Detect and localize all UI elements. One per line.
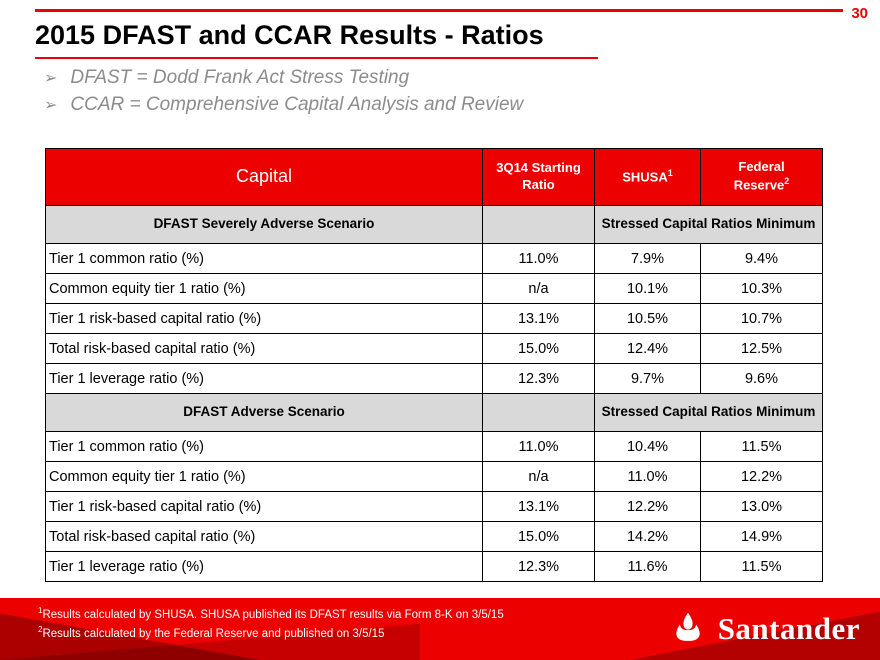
cell-shusa: 14.2% <box>594 521 701 552</box>
section-label: DFAST Adverse Scenario <box>45 393 483 432</box>
section-empty-cell <box>482 393 595 432</box>
cell-shusa: 7.9% <box>594 243 701 274</box>
table-row: Tier 1 common ratio (%) 11.0% 7.9% 9.4% <box>45 243 823 274</box>
bullet-text: CCAR = Comprehensive Capital Analysis an… <box>70 94 524 115</box>
cell-starting-ratio: n/a <box>482 273 595 304</box>
row-label: Tier 1 leverage ratio (%) <box>45 363 483 394</box>
footnote: 2Results calculated by the Federal Reser… <box>38 624 504 643</box>
table-row: Tier 1 risk-based capital ratio (%) 13.1… <box>45 303 823 334</box>
row-label: Tier 1 risk-based capital ratio (%) <box>45 491 483 522</box>
cell-shusa: 10.5% <box>594 303 701 334</box>
table-header-row: Capital 3Q14 Starting Ratio SHUSA1 Feder… <box>45 148 823 206</box>
table-row: Tier 1 leverage ratio (%) 12.3% 9.7% 9.6… <box>45 363 823 394</box>
bullet-list: ➢ DFAST = Dodd Frank Act Stress Testing … <box>44 67 523 121</box>
cell-shusa: 12.4% <box>594 333 701 364</box>
table-row: Common equity tier 1 ratio (%) n/a 11.0%… <box>45 461 823 492</box>
cell-starting-ratio: 11.0% <box>482 431 595 462</box>
col-header-capital: Capital <box>45 148 483 206</box>
cell-starting-ratio: 15.0% <box>482 333 595 364</box>
row-label: Common equity tier 1 ratio (%) <box>45 273 483 304</box>
row-label: Tier 1 leverage ratio (%) <box>45 551 483 582</box>
cell-federal-reserve: 14.9% <box>700 521 823 552</box>
ratios-table: Capital 3Q14 Starting Ratio SHUSA1 Feder… <box>45 148 823 582</box>
footnote-marker: 1 <box>38 606 43 615</box>
cell-starting-ratio: 15.0% <box>482 521 595 552</box>
col-header-label: Federal Reserve <box>733 159 785 193</box>
slide-title: 2015 DFAST and CCAR Results - Ratios <box>35 20 544 50</box>
row-label: Total risk-based capital ratio (%) <box>45 333 483 364</box>
footnote-text: Results calculated by SHUSA. SHUSA publi… <box>42 608 504 621</box>
top-rule <box>35 9 843 12</box>
col-header-label: 3Q14 Starting Ratio <box>496 160 581 192</box>
row-label: Tier 1 common ratio (%) <box>45 431 483 462</box>
cell-starting-ratio: 12.3% <box>482 363 595 394</box>
table-row: Tier 1 common ratio (%) 11.0% 10.4% 11.5… <box>45 431 823 462</box>
footnotes: 1Results calculated by SHUSA. SHUSA publ… <box>38 605 504 643</box>
table-row: Tier 1 risk-based capital ratio (%) 13.1… <box>45 491 823 522</box>
section-row: DFAST Adverse Scenario Stressed Capital … <box>45 393 823 432</box>
cell-federal-reserve: 10.7% <box>700 303 823 334</box>
table-row: Total risk-based capital ratio (%) 15.0%… <box>45 521 823 552</box>
page-number: 30 <box>851 5 868 22</box>
footnote-text: Results calculated by the Federal Reserv… <box>42 628 385 641</box>
footnote-marker: 2 <box>784 176 790 187</box>
arrow-bullet-icon: ➢ <box>44 70 58 87</box>
table-row: Total risk-based capital ratio (%) 15.0%… <box>45 333 823 364</box>
row-label: Common equity tier 1 ratio (%) <box>45 461 483 492</box>
bullet-item: ➢ CCAR = Comprehensive Capital Analysis … <box>44 94 523 116</box>
cell-federal-reserve: 13.0% <box>700 491 823 522</box>
cell-federal-reserve: 12.5% <box>700 333 823 364</box>
cell-shusa: 12.2% <box>594 491 701 522</box>
cell-federal-reserve: 9.6% <box>700 363 823 394</box>
cell-shusa: 11.6% <box>594 551 701 582</box>
bullet-text: DFAST = Dodd Frank Act Stress Testing <box>70 67 410 88</box>
stressed-ratios-label: Stressed Capital Ratios Minimum <box>594 205 823 244</box>
santander-flame-icon <box>676 612 700 641</box>
cell-federal-reserve: 12.2% <box>700 461 823 492</box>
col-header-starting-ratio: 3Q14 Starting Ratio <box>482 148 595 206</box>
santander-logo: Santander <box>668 606 860 652</box>
footnote-marker: 2 <box>38 625 43 635</box>
cell-shusa: 9.7% <box>594 363 701 394</box>
cell-shusa: 11.0% <box>594 461 701 492</box>
section-row: DFAST Severely Adverse Scenario Stressed… <box>45 205 823 244</box>
footnote-marker: 1 <box>667 167 673 178</box>
arrow-bullet-icon: ➢ <box>44 97 58 114</box>
cell-starting-ratio: 11.0% <box>482 243 595 274</box>
row-label: Tier 1 risk-based capital ratio (%) <box>45 303 483 334</box>
title-underline <box>35 57 598 59</box>
cell-starting-ratio: 13.1% <box>482 303 595 334</box>
row-label: Tier 1 common ratio (%) <box>45 243 483 274</box>
cell-starting-ratio: 12.3% <box>482 551 595 582</box>
cell-federal-reserve: 9.4% <box>700 243 823 274</box>
cell-federal-reserve: 10.3% <box>700 273 823 304</box>
cell-starting-ratio: 13.1% <box>482 491 595 522</box>
santander-wordmark: Santander <box>717 611 860 646</box>
cell-federal-reserve: 11.5% <box>700 551 823 582</box>
cell-starting-ratio: n/a <box>482 461 595 492</box>
table-row: Common equity tier 1 ratio (%) n/a 10.1%… <box>45 273 823 304</box>
cell-federal-reserve: 11.5% <box>700 431 823 462</box>
cell-shusa: 10.4% <box>594 431 701 462</box>
col-header-label: SHUSA <box>622 169 668 185</box>
col-header-shusa: SHUSA1 <box>594 148 701 206</box>
table-row: Tier 1 leverage ratio (%) 12.3% 11.6% 11… <box>45 551 823 582</box>
row-label: Total risk-based capital ratio (%) <box>45 521 483 552</box>
bullet-item: ➢ DFAST = Dodd Frank Act Stress Testing <box>44 67 523 89</box>
col-header-federal-reserve: Federal Reserve2 <box>700 148 823 206</box>
cell-shusa: 10.1% <box>594 273 701 304</box>
stressed-ratios-label: Stressed Capital Ratios Minimum <box>594 393 823 432</box>
section-label: DFAST Severely Adverse Scenario <box>45 205 483 244</box>
footnote: 1Results calculated by SHUSA. SHUSA publ… <box>38 605 504 624</box>
section-empty-cell <box>482 205 595 244</box>
